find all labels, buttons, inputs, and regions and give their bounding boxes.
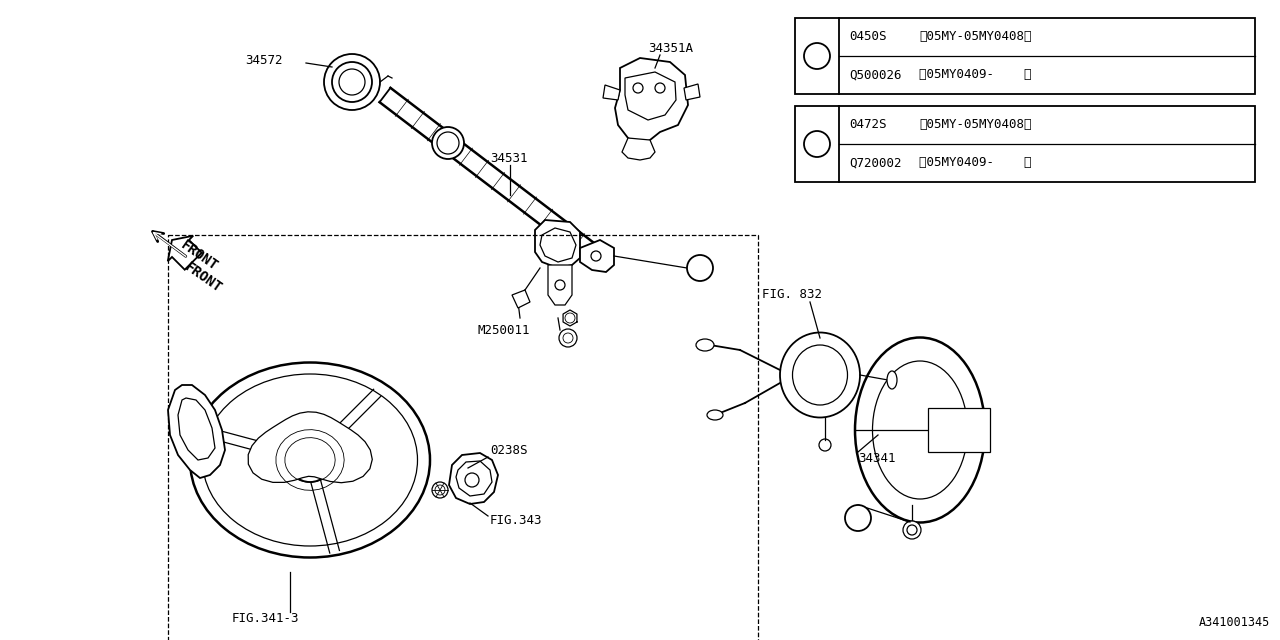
Text: 0472S: 0472S (849, 118, 887, 131)
Ellipse shape (189, 362, 430, 557)
Text: 2: 2 (696, 263, 704, 273)
Circle shape (324, 54, 380, 110)
Circle shape (804, 43, 829, 69)
Bar (928, 408, 989, 452)
Text: A341001345: A341001345 (1199, 616, 1270, 628)
Text: FIG.343: FIG.343 (490, 513, 543, 527)
Circle shape (687, 255, 713, 281)
Polygon shape (580, 240, 614, 272)
Polygon shape (684, 84, 700, 100)
Text: FRONT: FRONT (178, 237, 220, 273)
Text: 2: 2 (814, 139, 820, 149)
Ellipse shape (696, 339, 714, 351)
Text: FRONT: FRONT (182, 260, 224, 296)
Circle shape (559, 329, 577, 347)
Ellipse shape (792, 345, 847, 405)
Circle shape (902, 521, 922, 539)
Text: Q720002: Q720002 (849, 157, 901, 170)
Text: FIG.341-3: FIG.341-3 (232, 611, 298, 625)
Text: 1: 1 (855, 513, 861, 523)
Text: Q500026: Q500026 (849, 68, 901, 81)
Polygon shape (168, 236, 202, 269)
Ellipse shape (855, 337, 986, 522)
Text: 々05MY-05MY0408〆: 々05MY-05MY0408〆 (919, 118, 1032, 131)
Polygon shape (548, 265, 572, 305)
Text: 0450S: 0450S (849, 31, 887, 44)
Polygon shape (449, 453, 498, 504)
Text: 0238S: 0238S (490, 444, 527, 456)
Text: 々05MY0409-    〆: 々05MY0409- 〆 (919, 157, 1032, 170)
Text: 34351A: 34351A (648, 42, 692, 54)
Text: 々05MY-05MY0408〆: 々05MY-05MY0408〆 (919, 31, 1032, 44)
Polygon shape (614, 58, 689, 145)
Polygon shape (622, 138, 655, 160)
Text: 34341: 34341 (858, 451, 896, 465)
Bar (795, 106, 1254, 182)
Text: M250011: M250011 (477, 323, 530, 337)
Bar (168, 235, 758, 640)
Bar (795, 18, 1254, 94)
Polygon shape (603, 85, 620, 100)
Text: 1: 1 (814, 51, 820, 61)
Ellipse shape (887, 371, 897, 389)
Circle shape (435, 485, 445, 495)
Text: 々05MY0409-    〆: 々05MY0409- 〆 (919, 68, 1032, 81)
Text: 34531: 34531 (490, 152, 527, 164)
Circle shape (908, 525, 916, 535)
Polygon shape (535, 220, 580, 268)
Circle shape (845, 505, 870, 531)
Ellipse shape (873, 361, 968, 499)
Ellipse shape (707, 410, 723, 420)
Circle shape (296, 446, 324, 474)
Ellipse shape (202, 374, 417, 546)
Ellipse shape (780, 333, 860, 417)
Text: FIG. 832: FIG. 832 (762, 289, 822, 301)
Circle shape (288, 438, 332, 482)
Circle shape (804, 131, 829, 157)
Text: 34572: 34572 (244, 54, 283, 67)
Polygon shape (512, 290, 530, 308)
Polygon shape (248, 412, 372, 483)
Circle shape (433, 482, 448, 498)
Circle shape (433, 127, 465, 159)
Polygon shape (168, 385, 225, 478)
